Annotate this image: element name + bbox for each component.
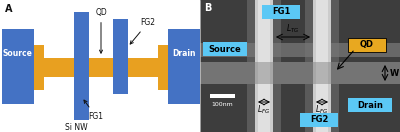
Bar: [348, 98, 392, 112]
Bar: [210, 94, 235, 98]
Text: $L_{FG}$: $L_{FG}$: [257, 104, 271, 116]
Bar: [200, 62, 400, 84]
Bar: [200, 43, 400, 57]
Text: FG2: FG2: [130, 18, 156, 44]
Bar: [316, 0, 328, 132]
Text: Drain: Drain: [357, 100, 383, 110]
Bar: [200, 62, 400, 84]
Bar: [305, 0, 339, 132]
Bar: [313, 0, 331, 132]
Text: W: W: [390, 69, 399, 77]
Bar: [258, 0, 270, 132]
Text: $L_{FG}$: $L_{FG}$: [315, 104, 329, 116]
Text: FG2: FG2: [310, 116, 328, 124]
Text: 100nm: 100nm: [211, 103, 233, 107]
Text: QD: QD: [360, 41, 374, 50]
Text: B: B: [204, 3, 211, 13]
Bar: [247, 0, 281, 132]
Text: Source: Source: [209, 44, 241, 53]
Text: Si NW: Si NW: [65, 122, 88, 131]
Text: $L_{TG}$: $L_{TG}$: [286, 23, 300, 35]
Bar: [348, 38, 386, 52]
Bar: [74, 12, 89, 120]
Bar: [255, 0, 273, 132]
Text: QD: QD: [95, 8, 107, 53]
Text: Source: Source: [3, 50, 33, 58]
Bar: [203, 42, 247, 56]
Bar: [158, 45, 168, 90]
Text: FG1: FG1: [272, 8, 290, 16]
Bar: [44, 58, 158, 77]
Bar: [262, 5, 300, 19]
Text: A: A: [5, 4, 12, 14]
Bar: [168, 29, 200, 104]
Bar: [113, 19, 128, 94]
Bar: [300, 113, 338, 127]
Text: FG1: FG1: [84, 100, 104, 121]
Text: Drain: Drain: [172, 50, 196, 58]
Bar: [2, 29, 34, 104]
Bar: [34, 45, 44, 90]
